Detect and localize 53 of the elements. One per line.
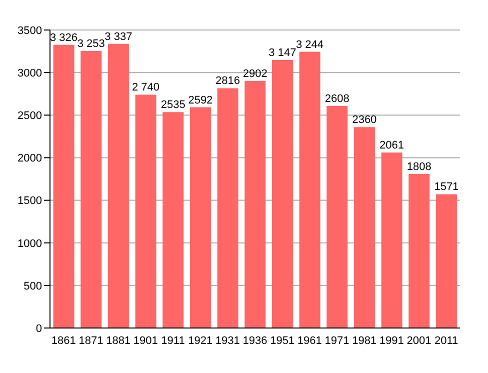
bar (162, 112, 184, 328)
x-tick-label: 1871 (78, 334, 104, 347)
bar (80, 51, 102, 328)
x-tick-label: 1981 (352, 334, 377, 347)
data-label: 3 147 (268, 47, 296, 60)
x-tick-label: 1931 (215, 334, 240, 347)
bar (244, 80, 266, 328)
y-tick-label: 3000 (18, 67, 42, 80)
x-tick-label: 1991 (379, 334, 404, 347)
data-label: 2360 (352, 114, 377, 126)
y-tick-label: 2000 (18, 152, 42, 165)
data-label: 2 740 (132, 82, 160, 94)
bar (436, 194, 457, 328)
data-label: 1571 (434, 181, 459, 194)
bar (190, 107, 211, 328)
bar (108, 44, 129, 328)
data-label: 2592 (188, 94, 213, 106)
bar (326, 106, 348, 328)
data-label: 2902 (242, 68, 268, 80)
bar (53, 44, 74, 328)
bar (217, 88, 238, 328)
x-tick-label: 2001 (406, 334, 432, 347)
bar (272, 60, 293, 328)
data-label: 1808 (406, 161, 432, 174)
x-tick-label: 2011 (434, 334, 458, 347)
data-label: 2535 (160, 99, 186, 112)
bar (135, 94, 156, 328)
data-label: 3 253 (77, 38, 105, 50)
x-tick-label: 1901 (133, 334, 158, 347)
data-label: 3 244 (296, 38, 324, 51)
y-tick-label: 0 (36, 322, 42, 335)
bar (354, 127, 375, 328)
x-tick-label: 1951 (270, 334, 295, 347)
x-tick-label: 1971 (324, 334, 350, 347)
y-tick-label: 1000 (18, 238, 42, 250)
x-tick-label: 1936 (242, 334, 268, 347)
x-tick-label: 1961 (297, 334, 322, 347)
data-label: 3 337 (104, 30, 132, 43)
bar (408, 174, 430, 328)
data-label: 2608 (324, 92, 350, 105)
bar (299, 52, 320, 328)
data-label: 2816 (216, 75, 240, 88)
data-label: 3 326 (50, 32, 78, 44)
x-tick-label: 1911 (161, 334, 185, 347)
x-tick-label: 1921 (188, 334, 213, 347)
bar (381, 152, 402, 328)
x-tick-label: 1861 (51, 334, 76, 347)
y-tick-label: 1500 (18, 195, 42, 208)
y-tick-label: 500 (24, 280, 42, 292)
y-tick-label: 3500 (18, 24, 42, 37)
data-label: 2061 (380, 140, 404, 152)
x-tick-label: 1881 (106, 334, 131, 347)
y-tick-label: 2500 (18, 110, 42, 122)
